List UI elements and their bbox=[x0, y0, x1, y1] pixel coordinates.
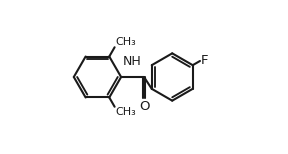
Text: O: O bbox=[139, 100, 149, 113]
Text: CH₃: CH₃ bbox=[115, 107, 136, 117]
Text: F: F bbox=[201, 54, 208, 67]
Text: NH: NH bbox=[123, 55, 142, 68]
Text: CH₃: CH₃ bbox=[115, 37, 136, 47]
